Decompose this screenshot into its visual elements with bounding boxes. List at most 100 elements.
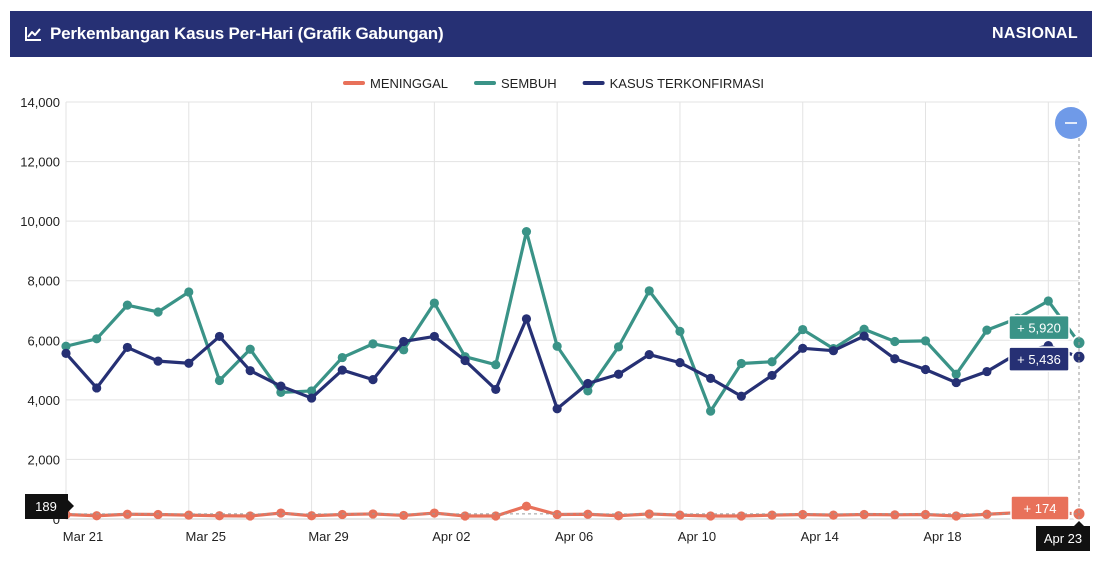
data-point[interactable]	[214, 331, 225, 342]
data-point[interactable]	[736, 358, 746, 369]
data-point[interactable]	[890, 354, 900, 364]
data-point[interactable]	[798, 509, 808, 520]
data-point[interactable]	[184, 510, 194, 520]
data-point[interactable]	[368, 339, 378, 349]
data-point[interactable]	[92, 383, 102, 393]
y-tick-label: 12,000	[20, 155, 60, 170]
data-point[interactable]	[767, 510, 777, 520]
data-point[interactable]	[706, 373, 716, 384]
y-tick-label: 4,000	[27, 393, 60, 408]
data-point[interactable]	[951, 511, 961, 521]
data-point[interactable]	[675, 326, 685, 336]
data-point[interactable]	[706, 511, 716, 521]
data-point[interactable]	[767, 370, 777, 381]
data-point[interactable]	[859, 331, 869, 341]
data-point[interactable]	[583, 378, 593, 389]
data-point[interactable]	[767, 357, 777, 367]
data-point[interactable]	[153, 307, 163, 317]
data-point[interactable]	[613, 511, 624, 521]
data-point[interactable]	[245, 344, 255, 354]
region-badge: NASIONAL	[992, 25, 1078, 42]
data-point[interactable]	[675, 358, 685, 368]
data-point[interactable]	[92, 511, 102, 521]
data-point[interactable]	[399, 336, 409, 347]
data-point[interactable]	[214, 511, 225, 521]
data-point[interactable]	[951, 377, 961, 388]
data-point[interactable]	[306, 511, 317, 521]
data-point[interactable]	[552, 341, 562, 351]
data-point[interactable]	[460, 355, 470, 366]
data-point[interactable]	[460, 511, 470, 521]
legend-item-meninggal[interactable]: MENINGGAL	[343, 76, 448, 91]
data-point[interactable]	[583, 386, 593, 396]
x-tick-label: Apr 14	[801, 529, 839, 544]
data-point[interactable]	[613, 342, 624, 352]
data-point[interactable]	[920, 364, 931, 375]
data-point[interactable]	[337, 365, 347, 375]
data-point[interactable]	[245, 366, 255, 376]
data-point[interactable]	[920, 336, 931, 346]
data-point[interactable]	[736, 391, 746, 401]
data-point[interactable]	[890, 336, 900, 347]
data-point[interactable]	[429, 508, 439, 518]
data-point[interactable]	[859, 324, 869, 334]
legend-item-kasus-terkonfirmasi[interactable]: KASUS TERKONFIRMASI	[582, 76, 764, 91]
data-point[interactable]	[982, 325, 992, 335]
data-point[interactable]	[1043, 296, 1053, 306]
data-point[interactable]	[491, 360, 501, 370]
data-point[interactable]	[276, 381, 286, 391]
data-point[interactable]	[399, 345, 409, 355]
data-point[interactable]	[122, 342, 132, 353]
data-point[interactable]	[828, 510, 839, 520]
data-point[interactable]	[153, 509, 163, 520]
data-point[interactable]	[429, 298, 439, 308]
data-point[interactable]	[613, 369, 624, 379]
data-point[interactable]	[491, 384, 501, 395]
data-point[interactable]	[306, 386, 317, 396]
daily-cases-chart[interactable]: MENINGGAL SEMBUH KASUS TERKONFIRMASI 0 2,00…	[0, 60, 1097, 561]
y-tick-label: 6,000	[27, 333, 60, 348]
data-point[interactable]	[521, 314, 532, 324]
data-point[interactable]	[890, 510, 900, 520]
chart-area[interactable]: MENINGGAL SEMBUH KASUS TERKONFIRMASI 0 2,00…	[0, 60, 1097, 561]
data-point[interactable]	[736, 511, 746, 521]
data-point[interactable]	[245, 511, 255, 521]
data-point[interactable]	[184, 287, 194, 297]
data-point[interactable]	[429, 331, 439, 342]
data-point[interactable]	[61, 348, 71, 358]
data-point[interactable]	[920, 509, 931, 520]
data-point[interactable]	[337, 509, 347, 520]
data-point[interactable]	[859, 509, 869, 520]
data-point[interactable]	[122, 300, 132, 310]
data-point[interactable]	[798, 324, 808, 335]
data-point[interactable]	[521, 226, 532, 237]
chart-series[interactable]	[61, 226, 1087, 522]
data-point[interactable]	[644, 286, 654, 296]
data-point[interactable]	[521, 501, 532, 511]
data-point[interactable]	[306, 393, 317, 403]
data-point[interactable]	[1071, 506, 1087, 522]
data-point[interactable]	[368, 375, 378, 385]
data-point[interactable]	[552, 404, 562, 414]
zoom-out-button[interactable]	[1055, 107, 1087, 139]
data-point[interactable]	[828, 346, 839, 356]
data-point[interactable]	[583, 509, 593, 519]
data-point[interactable]	[61, 341, 71, 351]
legend-item-sembuh[interactable]: SEMBUH	[474, 76, 557, 91]
data-point[interactable]	[337, 352, 347, 363]
data-point[interactable]	[552, 509, 562, 520]
data-point[interactable]	[491, 511, 501, 521]
data-point[interactable]	[675, 510, 685, 520]
data-point[interactable]	[153, 356, 163, 366]
data-point[interactable]	[798, 343, 808, 353]
data-point[interactable]	[184, 358, 194, 368]
data-point[interactable]	[982, 366, 992, 377]
data-point[interactable]	[951, 369, 961, 379]
data-point[interactable]	[276, 508, 286, 518]
data-point[interactable]	[214, 375, 225, 386]
data-point[interactable]	[706, 406, 716, 416]
data-point[interactable]	[644, 349, 654, 360]
data-point[interactable]	[92, 334, 102, 344]
data-point[interactable]	[399, 510, 409, 521]
chart-legend[interactable]: MENINGGAL SEMBUH KASUS TERKONFIRMASI	[343, 76, 764, 91]
